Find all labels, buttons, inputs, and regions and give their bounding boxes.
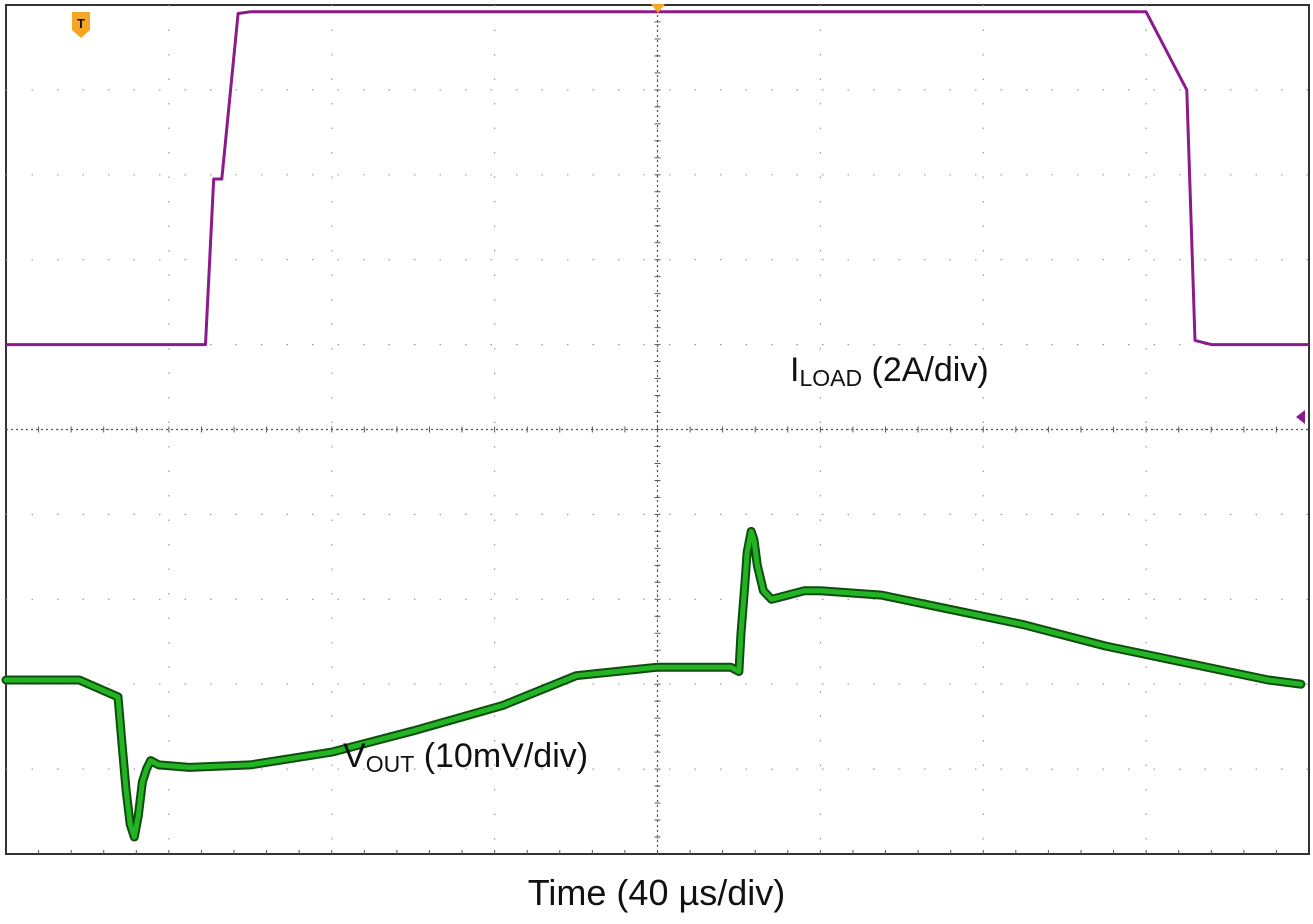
vout-label-main: V: [343, 737, 366, 775]
iload-label-scale: (2A/div): [862, 351, 989, 389]
center-position-marker: [651, 4, 665, 13]
iload-trace: [6, 10, 1309, 347]
grid: [5, 4, 1310, 855]
iload-label-sub: LOAD: [799, 365, 862, 391]
trigger-label: T: [77, 16, 85, 31]
markers: T: [72, 4, 1305, 424]
vout-label-sub: OUT: [366, 751, 415, 777]
iload-label: ILOAD (2A/div): [790, 351, 989, 391]
trace-labels: ILOAD (2A/div) VOUT (10mV/div): [343, 351, 989, 777]
vout-label: VOUT (10mV/div): [343, 737, 588, 777]
iload-ground-marker: [1296, 410, 1305, 424]
vout-trace-noise-band: [1, 526, 1306, 842]
vout-trace: [3, 528, 1304, 840]
traces: [1, 10, 1309, 842]
iload-label-main: I: [790, 351, 799, 389]
vout-label-scale: (10mV/div): [414, 737, 588, 775]
x-axis-label: Time (40 µs/div): [527, 872, 786, 913]
trigger-marker: T: [72, 12, 90, 38]
oscilloscope-screen: T ILOAD (2A/div) VOUT (10mV/div): [1, 4, 1310, 855]
